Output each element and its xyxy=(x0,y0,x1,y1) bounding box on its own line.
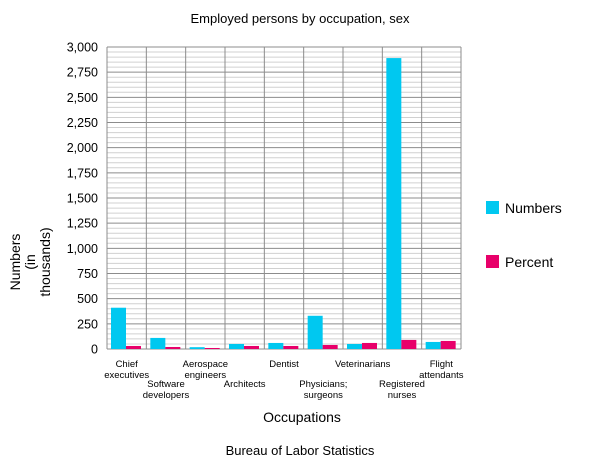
bar-percent-5 xyxy=(322,344,338,349)
bar-numbers-7 xyxy=(386,58,402,349)
y-tick-label: 0 xyxy=(91,343,98,357)
bar-numbers-4 xyxy=(268,342,284,349)
bar-percent-6 xyxy=(362,342,377,349)
legend-swatch-percent xyxy=(486,255,499,268)
x-tick-label: Chief executives xyxy=(104,359,149,381)
legend-swatch-numbers xyxy=(486,201,499,214)
bar-percent-2 xyxy=(204,347,220,349)
y-tick-label: 750 xyxy=(77,267,98,281)
y-tick-label: 2,250 xyxy=(67,116,98,130)
bar-percent-8 xyxy=(440,340,456,349)
x-tick-label: Aerospace engineers xyxy=(183,359,228,381)
x-tick-label: Flight attendants xyxy=(419,359,464,381)
bar-percent-4 xyxy=(283,345,299,349)
legend-label-percent: Percent xyxy=(505,254,553,270)
y-tick-label: 2,500 xyxy=(67,91,98,105)
source-note: Bureau of Labor Statistics xyxy=(226,443,375,458)
bar-percent-3 xyxy=(244,345,259,349)
bar-numbers-3 xyxy=(229,343,244,349)
x-tick-label: Software developers xyxy=(143,379,190,401)
bar-percent-7 xyxy=(401,339,417,349)
x-tick-label: Veterinarians xyxy=(335,359,391,370)
bar-percent-0 xyxy=(126,345,141,349)
x-tick-label: Registered nurses xyxy=(379,379,425,401)
grid xyxy=(106,46,462,350)
y-tick-label: 2,750 xyxy=(67,66,98,80)
y-tick-label: 3,000 xyxy=(67,41,98,55)
bar-numbers-1 xyxy=(150,337,166,349)
legend-label-numbers: Numbers xyxy=(505,200,562,216)
y-tick-label: 2,000 xyxy=(67,141,98,155)
bars xyxy=(111,58,456,349)
y-tick-label: 250 xyxy=(77,317,98,331)
x-tick-label: Architects xyxy=(224,379,266,390)
bar-numbers-0 xyxy=(111,307,126,349)
y-axis-ticks: 0 250 500 750 1,000 1,250 1,500 1,750 2,000 2,250… xyxy=(67,41,98,357)
y-tick-label: 1,500 xyxy=(67,192,98,206)
y-tick-label: 1,000 xyxy=(67,242,98,256)
y-tick-label: 1,250 xyxy=(67,217,98,231)
x-tick-label: Dentist xyxy=(269,359,299,370)
bar-numbers-2 xyxy=(189,347,205,349)
legend: Numbers Percent xyxy=(486,200,562,270)
bar-percent-1 xyxy=(165,346,181,349)
y-tick-label: 500 xyxy=(77,292,98,306)
bar-numbers-6 xyxy=(347,343,362,349)
bar-numbers-5 xyxy=(307,315,323,349)
x-tick-label: Physicians; surgeons xyxy=(299,379,347,401)
y-axis-label: Numbers(inthousands) xyxy=(7,227,53,296)
chart-title: Employed persons by occupation, sex xyxy=(191,11,410,26)
bar-numbers-8 xyxy=(425,341,441,349)
y-tick-label: 1,750 xyxy=(67,166,98,180)
x-axis-label: Occupations xyxy=(263,409,341,425)
